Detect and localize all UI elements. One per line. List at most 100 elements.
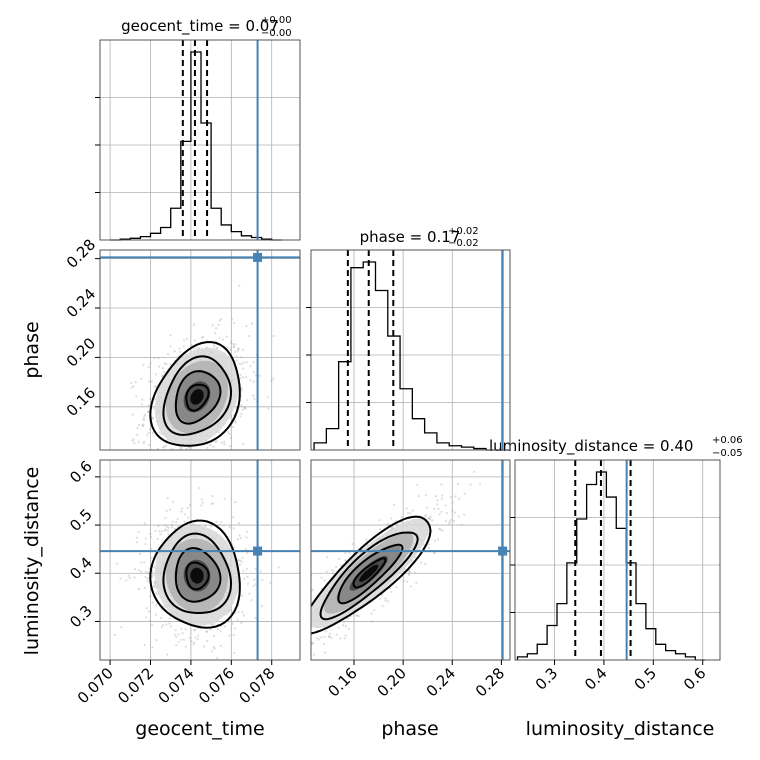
- y-tick-label: 0.20: [63, 334, 99, 370]
- scatter-point: [146, 576, 149, 580]
- scatter-point: [131, 413, 134, 416]
- scatter-point: [392, 503, 396, 506]
- scatter-point: [146, 571, 150, 575]
- scatter-point: [93, 412, 95, 414]
- pair-content: [93, 250, 300, 476]
- scatter-point: [171, 520, 174, 523]
- scatter-point: [141, 398, 144, 401]
- scatter-point: [424, 494, 427, 497]
- scatter-point: [306, 616, 308, 618]
- scatter-point: [228, 432, 231, 435]
- scatter-point: [164, 444, 168, 447]
- scatter-point: [407, 572, 411, 575]
- scatter-point: [242, 367, 245, 370]
- scatter-point: [220, 521, 223, 524]
- scatter-point: [157, 365, 161, 368]
- scatter-point: [165, 623, 168, 626]
- scatter-point: [188, 503, 191, 507]
- pair-panel-geocent_time-luminosity_distance: [99, 459, 301, 661]
- contour-line: [162, 532, 233, 614]
- scatter-point: [177, 633, 180, 636]
- scatter-point: [434, 495, 437, 498]
- scatter-point: [142, 423, 145, 426]
- scatter-point: [190, 344, 193, 347]
- scatter-point: [408, 570, 412, 573]
- scatter-point: [395, 586, 398, 589]
- y-tick-label: 0.6: [66, 457, 96, 487]
- scatter-point: [267, 407, 270, 410]
- scatter-point: [219, 630, 222, 633]
- x-tick-label: 0.074: [155, 664, 198, 707]
- scatter-point: [451, 509, 454, 512]
- scatter-point: [304, 636, 306, 638]
- scatter-point: [427, 547, 431, 550]
- scatter-point: [241, 443, 245, 446]
- scatter-point: [381, 605, 384, 608]
- scatter-point: [132, 438, 135, 441]
- scatter-point: [143, 440, 146, 443]
- scatter-point: [222, 524, 225, 527]
- scatter-point: [163, 524, 166, 527]
- scatter-point: [407, 573, 411, 576]
- scatter-point: [307, 612, 309, 614]
- scatter-point: [135, 536, 138, 539]
- scatter-point: [230, 340, 233, 343]
- title-geocent-time-minus: −0.00: [261, 28, 292, 39]
- scatter-point: [210, 525, 213, 528]
- scatter-point: [138, 569, 141, 572]
- scatter-point: [212, 445, 215, 448]
- scatter-point: [429, 515, 432, 518]
- scatter-point: [406, 511, 410, 514]
- scatter-point: [240, 404, 243, 407]
- scatter-point: [250, 599, 253, 602]
- scatter-point: [166, 529, 170, 532]
- scatter-point: [161, 374, 164, 377]
- title-phase-plus: +0.02: [448, 226, 479, 237]
- scatter-point: [405, 507, 408, 510]
- scatter-point: [240, 594, 244, 597]
- scatter-point: [252, 370, 256, 374]
- scatter-point: [434, 539, 437, 542]
- scatter-point: [180, 638, 183, 641]
- title-phase: phase = 0.17: [360, 228, 461, 246]
- scatter-point: [169, 345, 172, 348]
- scatter-point: [156, 474, 158, 476]
- scatter-point: [378, 597, 381, 600]
- x-tick-label: 0.6: [680, 664, 710, 694]
- scatter-point: [115, 562, 119, 565]
- scatter-point: [154, 373, 157, 376]
- scatter-point: [254, 583, 257, 586]
- scatter-point: [328, 635, 331, 639]
- scatter-point: [457, 515, 460, 518]
- scatter-point: [409, 585, 412, 588]
- scatter-point: [275, 650, 277, 652]
- scatter-point: [463, 492, 466, 495]
- histogram-geocent_time: [110, 51, 282, 241]
- scatter-point: [161, 530, 164, 533]
- scatter-point: [148, 619, 152, 622]
- scatter-point: [151, 470, 153, 472]
- scatter-point: [177, 468, 179, 470]
- y-tick-label: 0.28: [63, 236, 99, 272]
- scatter-point: [219, 318, 222, 321]
- scatter-point: [250, 655, 252, 657]
- scatter-point: [323, 579, 326, 582]
- scatter-point: [437, 538, 440, 541]
- scatter-point: [304, 651, 306, 653]
- scatter-point: [355, 614, 359, 617]
- scatter-point: [212, 645, 215, 649]
- scatter-point: [217, 523, 221, 527]
- scatter-point: [173, 527, 177, 531]
- scatter-point: [252, 361, 255, 364]
- panel-frame: [310, 459, 511, 661]
- scatter-point: [423, 515, 427, 518]
- contour-line: [149, 341, 241, 447]
- scatter-point: [440, 497, 443, 500]
- scatter-point: [323, 635, 326, 638]
- scatter-point: [153, 585, 156, 588]
- scatter-point: [166, 353, 170, 356]
- scatter-point: [183, 513, 186, 516]
- scatter-point: [130, 382, 133, 385]
- scatter-point: [200, 504, 203, 507]
- scatter-point: [144, 570, 147, 573]
